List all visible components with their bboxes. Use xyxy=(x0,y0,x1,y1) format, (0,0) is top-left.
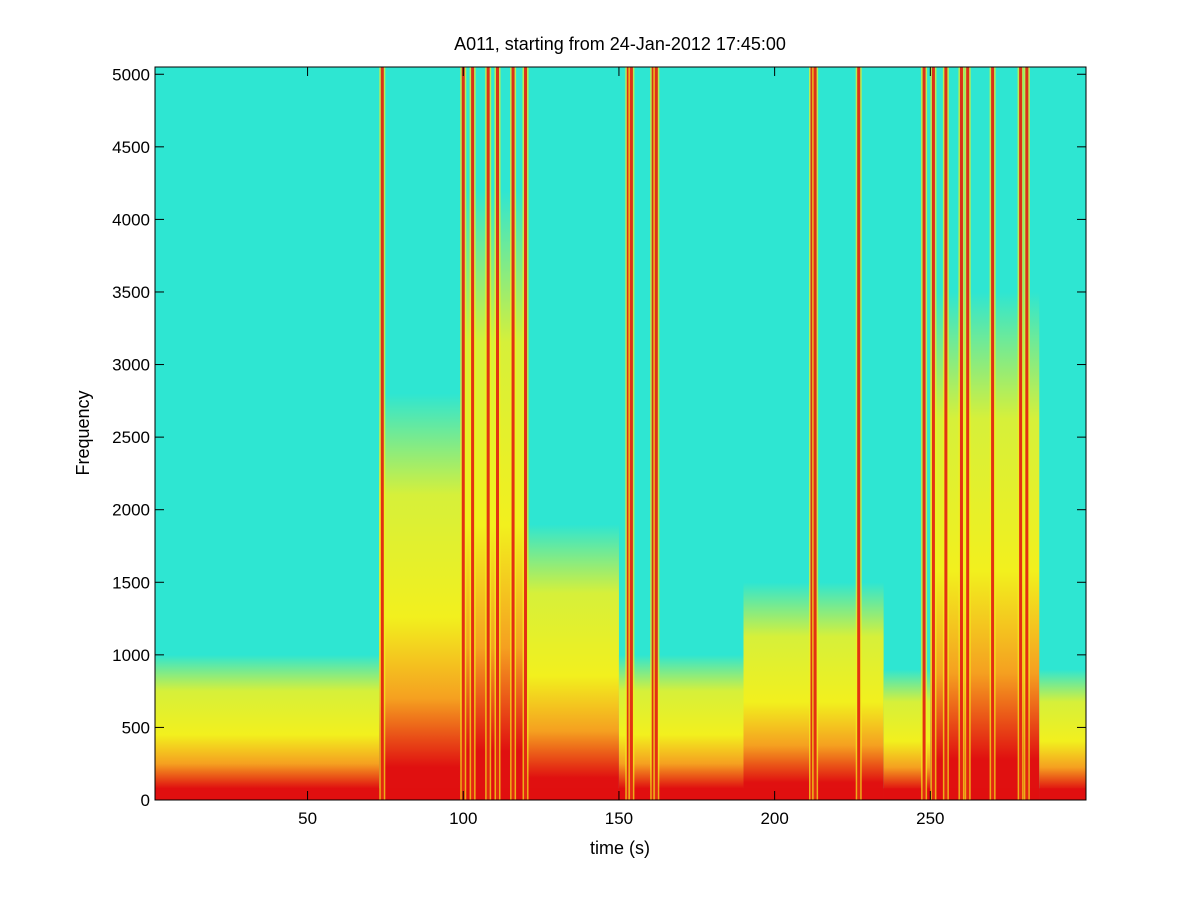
broadband-burst xyxy=(485,67,492,800)
x-tick-label: 50 xyxy=(298,809,317,828)
y-tick-label: 1000 xyxy=(112,646,150,665)
broadband-burst xyxy=(379,67,386,800)
y-axis-label: Frequency xyxy=(73,390,93,475)
x-tick-label: 250 xyxy=(916,809,944,828)
broadband-burst xyxy=(958,67,965,800)
broadband-burst xyxy=(964,67,971,800)
low-frequency-band xyxy=(155,788,1086,800)
heatmap-segment xyxy=(618,654,744,800)
broadband-burst xyxy=(628,67,635,800)
broadband-burst xyxy=(1023,67,1030,800)
heatmap-segment xyxy=(525,524,619,800)
x-tick-label: 100 xyxy=(449,809,477,828)
broadband-burst xyxy=(469,67,476,800)
y-tick-label: 3000 xyxy=(112,356,150,375)
y-tick-label: 2500 xyxy=(112,428,150,447)
y-tick-label: 0 xyxy=(141,791,150,810)
x-axis-label: time (s) xyxy=(590,838,650,858)
broadband-burst xyxy=(510,67,517,800)
broadband-burst xyxy=(522,67,529,800)
broadband-burst xyxy=(650,67,657,800)
x-tick-label: 200 xyxy=(760,809,788,828)
broadband-burst xyxy=(921,67,928,800)
broadband-burst xyxy=(1017,67,1024,800)
broadband-burst xyxy=(494,67,501,800)
broadband-burst xyxy=(625,67,632,800)
broadband-burst xyxy=(855,67,862,800)
broadband-burst xyxy=(989,67,996,800)
x-axis-ticks: 50 100 150 200 250 xyxy=(298,67,945,828)
broadband-burst xyxy=(930,67,937,800)
y-tick-label: 4500 xyxy=(112,138,150,157)
y-tick-label: 2000 xyxy=(112,501,150,520)
y-axis-ticks: 0 500 1000 1500 2000 2500 3000 3500 4000 4500 5000 xyxy=(112,65,1086,810)
plot-frame xyxy=(154,66,1087,801)
heatmap-segment xyxy=(379,393,464,800)
broadband-burst xyxy=(812,67,819,800)
broadband-burst xyxy=(942,67,949,800)
y-tick-label: 4000 xyxy=(112,210,150,229)
heatmap-segment xyxy=(1039,669,1086,800)
y-tick-label: 3500 xyxy=(112,283,150,302)
y-tick-label: 1500 xyxy=(112,573,150,592)
chart-title: A011, starting from 24-Jan-2012 17:45:00 xyxy=(454,34,786,54)
y-tick-label: 500 xyxy=(122,718,150,737)
broadband-burst xyxy=(808,67,815,800)
broadband-burst xyxy=(460,67,467,800)
spectrogram-heatmap xyxy=(155,67,1086,800)
broadband-burst xyxy=(653,67,660,800)
y-tick-label: 5000 xyxy=(112,65,150,84)
heatmap-segment xyxy=(155,654,380,800)
x-tick-label: 150 xyxy=(605,809,633,828)
